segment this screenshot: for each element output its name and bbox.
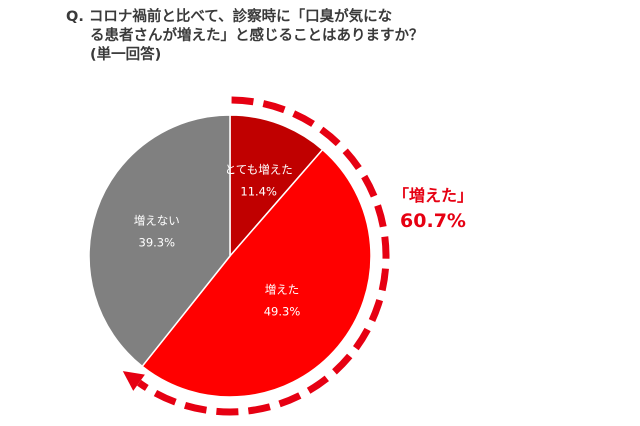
question-line-1: Q. コロナ禍前と比べて、診察時に「口臭が気にな	[66, 9, 393, 25]
question-line-3: (単一回答)	[90, 47, 162, 63]
slice-value-2: 49.3%	[264, 304, 301, 318]
question-line-2: る患者さんが増えた」と感じることはありますか？	[90, 28, 424, 44]
pie-slice-2	[141, 148, 372, 398]
callout-arc	[122, 96, 390, 416]
callout-dashed-arc	[137, 96, 390, 416]
pie-slice-1	[229, 114, 324, 259]
slice-labels: とても増えた 11.4% 増えた 49.3% 増えない 39.3%	[134, 162, 301, 318]
question-title: Q. コロナ禍前と比べて、診察時に「口臭が気にな る患者さんが増えた」と感じるこ…	[66, 8, 586, 65]
slice-label-1: とても増えた	[225, 162, 293, 176]
slice-label-3: 増えない	[134, 213, 180, 227]
callout-arrowhead	[122, 371, 145, 391]
pie-slices	[88, 114, 372, 398]
slice-label-2: 増えた	[265, 282, 300, 296]
slice-value-3: 39.3%	[139, 235, 176, 249]
callout: 「増えた」 60.7%	[393, 186, 473, 232]
callout-value: 60.7%	[400, 210, 466, 232]
pie-slice-3	[88, 114, 231, 368]
callout-label: 「増えた」	[393, 186, 473, 205]
slice-value-1: 11.4%	[240, 184, 277, 198]
